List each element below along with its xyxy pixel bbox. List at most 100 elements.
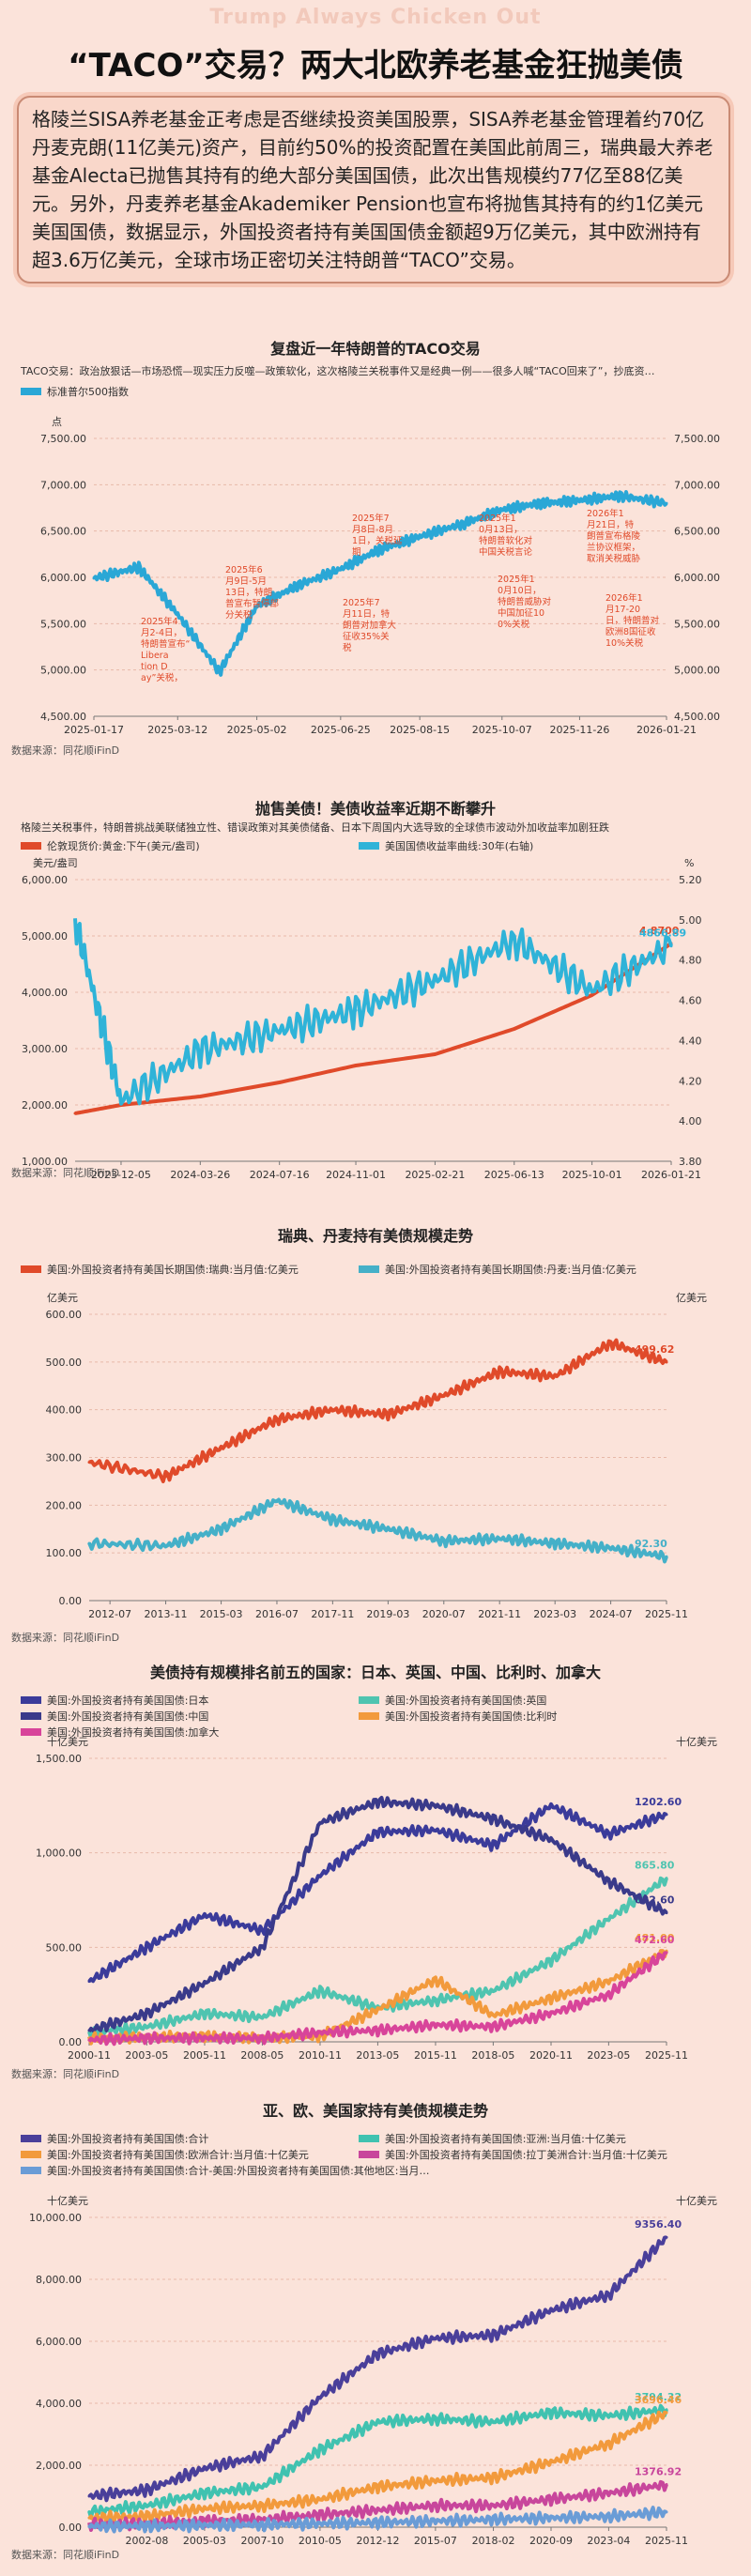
x-tick-label: 2018-05: [471, 2049, 514, 2062]
data-point: [606, 2514, 610, 2518]
y-tick-label-right: 5,000.00: [674, 665, 720, 677]
x-tick-label: 2019-03: [366, 1608, 409, 1620]
data-point: [549, 2308, 553, 2312]
data-point: [318, 2522, 322, 2525]
data-point: [198, 1049, 202, 1052]
annotation-text: 2025年4: [141, 616, 178, 627]
y-tick-label: 1,500.00: [36, 1753, 82, 1765]
chart-panel-sweden-denmark: 瑞典、丹麦持有美债规模走势 美国:外国投资者持有美国长期国债:瑞典:当月值:亿美元…: [0, 1220, 751, 1652]
y-unit: 十亿美元: [47, 2194, 88, 2207]
y-tick-label-right: 5,500.00: [674, 618, 720, 630]
data-label: 92.30: [635, 1538, 667, 1550]
legend-label: 美国:外国投资者持有美国国债:合计: [47, 2132, 208, 2145]
y-tick-label-right: 5.20: [679, 874, 702, 886]
data-point: [553, 1541, 557, 1545]
y-tick-label: 400.00: [46, 1404, 83, 1417]
data-point: [260, 2454, 264, 2458]
annotation-text: 月17-20: [605, 605, 640, 615]
annotation-text: 取消关税威胁: [587, 553, 641, 564]
annotation-text: 中国关税言论: [479, 546, 533, 558]
x-tick-label: 2024-07: [590, 1608, 633, 1620]
annotation-text: 2025年6: [225, 564, 263, 575]
data-point: [549, 1997, 553, 2001]
series-line: [92, 490, 668, 677]
y-tick-label: 4,000.00: [22, 987, 68, 999]
y-unit: 十亿美元: [47, 1735, 88, 1748]
x-tick-label: 2020-09: [529, 2535, 573, 2547]
data-point: [665, 2510, 668, 2514]
legend-swatch: [21, 2167, 41, 2174]
data-point: [164, 1544, 168, 1548]
data-label: 4866.89: [639, 928, 686, 940]
data-point: [203, 2507, 207, 2510]
data-point: [434, 2023, 437, 2027]
x-tick-label: 2002-08: [125, 2535, 168, 2547]
data-point: [491, 2025, 495, 2029]
annotation-text: 月11日，特: [343, 608, 391, 620]
legend-swatch: [21, 1265, 41, 1273]
data-point: [618, 494, 621, 498]
annotation-text: tion D: [141, 662, 168, 672]
legend-label: 标准普尔500指数: [47, 385, 129, 398]
source-note: 数据来源：同花顺iFinD: [11, 2548, 119, 2561]
data-label: 9356.40: [635, 2218, 682, 2231]
annotation-text: 特朗普宣布“: [141, 638, 191, 650]
y-tick-label: 1,000.00: [36, 1848, 82, 1860]
x-tick-label: 2020-07: [422, 1608, 466, 1620]
data-point: [87, 2516, 91, 2520]
data-point: [491, 1989, 495, 1993]
legend-swatch: [359, 1712, 379, 1720]
data-point: [665, 1813, 668, 1817]
data-point: [376, 2008, 379, 2012]
data-point: [498, 1370, 501, 1373]
annotation-text: 2025年7: [352, 513, 390, 524]
data-point: [665, 501, 668, 505]
data-point: [260, 1928, 264, 1932]
chart-sweden-denmark: 瑞典、丹麦持有美债规模走势美国:外国投资者持有美国长期国债:瑞典:当月值:亿美元…: [8, 1220, 743, 1648]
data-point: [491, 1844, 495, 1848]
legend-swatch: [21, 1696, 41, 1704]
data-point: [434, 1999, 437, 2002]
data-point: [87, 2494, 91, 2498]
annotation-text: 朗普对加拿大: [343, 620, 397, 631]
data-point: [260, 2522, 264, 2526]
y-tick-label-right: 7,500.00: [674, 433, 720, 445]
data-point: [665, 1877, 668, 1880]
data-point: [434, 2479, 437, 2482]
x-tick-label: 2023-04: [587, 2535, 630, 2547]
y-unit-right: 十亿美元: [676, 1735, 717, 1748]
data-point: [606, 2492, 610, 2495]
chart-taco-sp500: 复盘近一年特朗普的TACO交易 TACO交易：政治放狠话—市场恐慌—现实压力反噬—…: [8, 333, 743, 761]
data-point: [278, 1029, 282, 1033]
annotation-text: 月2-4日，: [141, 628, 182, 638]
annotation-text: 2025年1: [498, 574, 535, 585]
data-label: 481.00: [635, 1932, 675, 1944]
annotation-text: 1日，关税延: [352, 535, 403, 546]
legend-label: 美国:外国投资者持有美国长期国债:瑞典:当月值:亿美元: [47, 1263, 299, 1276]
y-tick-label-right: 7,000.00: [674, 479, 720, 491]
data-point: [203, 2519, 207, 2522]
y-tick-label: 0.00: [59, 2522, 83, 2534]
x-tick-label: 2026-01-21: [636, 724, 697, 736]
legend-swatch: [21, 1728, 41, 1736]
chart-subtitle: 格陵兰关税事件，特朗普挑战美联储独立性、错误政策对其美债储备、日本下周国内大选导…: [21, 820, 609, 834]
data-point: [260, 2485, 264, 2489]
data-point: [354, 1064, 358, 1067]
data-point: [549, 2411, 553, 2415]
legend-swatch: [359, 1696, 379, 1704]
data-point: [145, 1945, 148, 1949]
x-tick-label: 2023-12-05: [91, 1169, 151, 1181]
y-tick-label: 200.00: [46, 1499, 83, 1511]
data-point: [87, 2038, 91, 2042]
annotation-text: 征收35%关: [343, 631, 390, 642]
page-title: “TACO”交易？两大北欧养老基金狂抛美债: [68, 47, 683, 84]
series-line: [87, 2403, 668, 2520]
chart-background: [8, 1220, 743, 1648]
data-point: [377, 547, 381, 551]
data-point: [164, 1475, 168, 1479]
source-note: 数据来源：同花顺iFinD: [11, 744, 119, 757]
data-point: [376, 1831, 379, 1834]
source-note: 数据来源：同花顺iFinD: [11, 1166, 119, 1179]
x-tick-label: 2023-03: [533, 1608, 576, 1620]
x-tick-label: 2025-11: [645, 2049, 688, 2062]
